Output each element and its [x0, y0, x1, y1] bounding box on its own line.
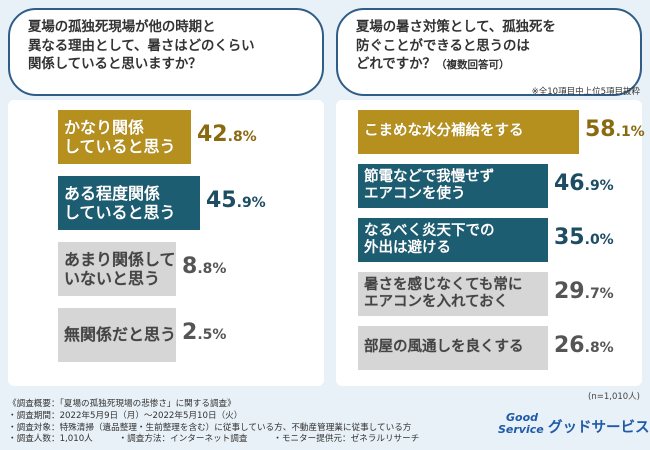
bar-label: なるべく炎天下での 外出は避ける: [358, 223, 495, 258]
bar-value-label: 2.5%: [182, 320, 226, 345]
bar-value-dec: .9%: [236, 195, 266, 211]
bar-label-line: 外出は避ける: [364, 240, 451, 256]
right-chart-note: ※全10項目中上位5項目抜粋: [531, 87, 640, 97]
survey-line: ・調査人数：1,010人 ・調査方法：インターネット調査 ・モニター提供元：ゼネ…: [8, 434, 420, 445]
bar-label-line: ある程度関係: [64, 183, 161, 203]
bar-value-dec: .0%: [584, 232, 614, 248]
bar: 節電などで我慢せず エアコンを使う: [358, 164, 548, 208]
bar-value-dec: .8%: [227, 129, 257, 145]
right-question-multi-note: （複数回答可）: [435, 59, 510, 71]
bar-label: こまめな水分補給をする: [358, 123, 524, 140]
bar: ある程度関係 していると思う: [58, 176, 200, 230]
bar-value-dec: .8%: [584, 340, 614, 356]
bar-label-line: エアコンを使う: [364, 186, 466, 202]
left-question-bubble: 夏場の孤独死現場が他の時期と 異なる理由として、暑さはどのくらい 関係していると…: [8, 8, 324, 96]
bar: こまめな水分補給をする: [358, 110, 579, 154]
bar-value-label: 45.9%: [206, 188, 266, 213]
bar-label-line: 暑さを感じなくても常に: [364, 276, 523, 293]
bar-label-line: していると思う: [64, 203, 176, 222]
left-chart-panel: かなり関係 していると思う 42.8% ある程度関係 していると思う 45.9% あまり関係…: [8, 100, 324, 386]
right-question-line: 防ぐことができると思うのは: [356, 38, 530, 54]
bar-label-line: 部屋の風通しを良くする: [364, 339, 524, 356]
survey-overview: 《調査概要：「夏場の孤独死現場の悲惨さ」に関する調査》 ・調査期間：2022年5…: [8, 399, 478, 446]
bar-value-int: 42: [197, 122, 228, 147]
bar-value-int: 8: [182, 254, 198, 279]
sample-size-note: (n=1,010人): [588, 392, 640, 402]
bar-value-label: 29.7%: [554, 279, 614, 304]
bar-label-line: こまめな水分補給をする: [364, 123, 524, 140]
right-chart-panel: こまめな水分補給をする 58.1% 節電などで我慢せず エアコンを使う 46.9% なるべ…: [336, 100, 645, 386]
bar-label: かなり関係 していると思う: [58, 118, 176, 156]
bar-label-line: エアコンを入れておく: [364, 294, 509, 310]
bar-value-int: 26: [554, 333, 585, 358]
right-question-line: 夏場の暑さ対策として、孤独死を: [356, 20, 556, 35]
survey-line: ・調査対象：特殊清掃（遺品整理・生前整理を含む）に従事している方、不動産管理業に…: [8, 422, 412, 433]
bar-label-line: あまり関係して: [64, 249, 176, 269]
bar-value-dec: .7%: [584, 286, 614, 302]
bar-label-line: なるべく炎天下での: [364, 222, 495, 239]
bar-label: ある程度関係 していると思う: [58, 184, 176, 222]
logo-mark-top: Good: [506, 411, 539, 424]
bar: かなり関係 していると思う: [58, 110, 191, 164]
bar-value-int: 45: [206, 188, 237, 213]
bar-value-label: 8.8%: [182, 254, 226, 279]
left-question-line: 異なる理由として、暑さはどのくらい: [28, 38, 255, 54]
bar-label: 無関係だと思う: [58, 325, 176, 344]
bar-label-line: いないと思う: [64, 269, 161, 288]
right-question-bubble: 夏場の暑さ対策として、孤独死を 防ぐことができると思うのは どれですか？（複数回…: [336, 8, 642, 96]
left-question-line: 夏場の孤独死現場が他の時期と: [28, 20, 216, 35]
left-question-line: 関係していると思いますか？: [28, 57, 202, 72]
logo-name: グッドサービス: [548, 420, 650, 436]
bar-label: あまり関係して いないと思う: [58, 250, 176, 288]
bar-value-label: 35.0%: [554, 225, 614, 250]
bar-value-dec: .5%: [197, 327, 227, 343]
right-question-line: どれですか？: [356, 57, 436, 72]
bar-label-line: 無関係だと思う: [64, 325, 177, 345]
right-question-line-3: どれですか？（複数回答可）: [356, 56, 626, 75]
bar-value-int: 2: [182, 320, 198, 345]
bar-value-int: 58: [585, 117, 616, 142]
bar-label-line: 節電などで我慢せず: [364, 168, 495, 185]
logo-mark-bottom: Service: [498, 423, 544, 436]
bar-label-line: かなり関係: [64, 117, 145, 137]
bar-value-label: 46.9%: [554, 171, 614, 196]
bar: 暑さを感じなくても常に エアコンを入れておく: [358, 272, 548, 316]
bar-label-line: していると思う: [64, 137, 176, 156]
good-service-logo: Good Service グッドサービス: [498, 412, 650, 444]
bar: 無関係だと思う: [58, 308, 176, 362]
bar-value-dec: .9%: [584, 178, 614, 194]
bar-value-int: 29: [554, 279, 585, 304]
bar-value-label: 26.8%: [554, 333, 614, 358]
bar-value-int: 46: [554, 171, 585, 196]
bar: 部屋の風通しを良くする: [358, 326, 548, 370]
logo-mark: Good Service: [498, 412, 544, 436]
bar-value-label: 42.8%: [197, 122, 257, 147]
bar-label: 節電などで我慢せず エアコンを使う: [358, 169, 494, 204]
bar-label: 部屋の風通しを良くする: [358, 339, 524, 356]
bar-label: 暑さを感じなくても常に エアコンを入れておく: [358, 277, 522, 312]
bar-value-dec: .1%: [615, 124, 645, 140]
survey-line: ・調査期間：2022年5月9日（月）～2022年5月10日（火）: [8, 410, 243, 421]
bar-value-label: 58.1%: [585, 117, 645, 142]
bar: なるべく炎天下での 外出は避ける: [358, 218, 548, 262]
bar-value-int: 35: [554, 225, 585, 250]
survey-line: 《調査概要：「夏場の孤独死現場の悲惨さ」に関する調査》: [8, 399, 236, 409]
bar: あまり関係して いないと思う: [58, 242, 176, 296]
bar-value-dec: .8%: [197, 261, 227, 277]
